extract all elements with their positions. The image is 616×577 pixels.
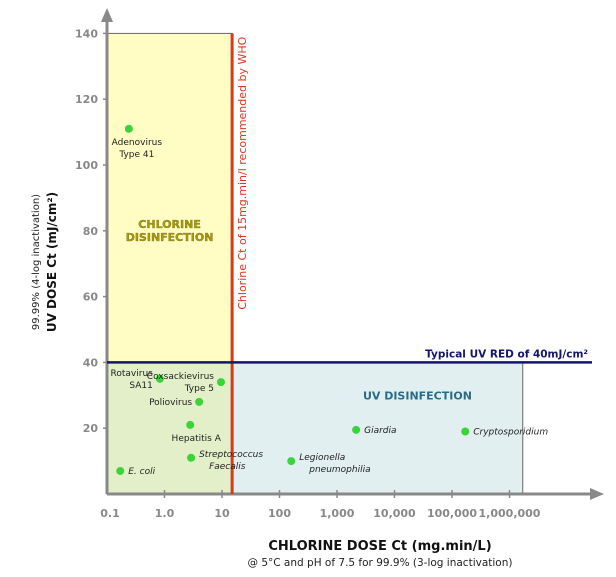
- uv-disinfection-label: UV DISINFECTION: [363, 389, 472, 402]
- y-axis-subtitle: 99.99% (4-log inactivation): [31, 194, 42, 330]
- x-tick-label: 1,000: [320, 507, 355, 520]
- data-point-label: Legionella pneumophilia: [299, 453, 370, 475]
- data-point-label: Rotavirus SA11: [111, 369, 154, 391]
- x-tick-label: 10: [214, 507, 230, 520]
- x-tick-label: 1,000,000: [479, 507, 541, 520]
- y-tick-label: 100: [75, 159, 98, 172]
- data-point-label: Coxsackievirus Type 5: [147, 372, 214, 394]
- data-point: [216, 378, 225, 387]
- y-axis-title: UV DOSE Ct (mJ/cm²): [45, 192, 59, 332]
- data-point-label: E. coli: [128, 467, 155, 477]
- uv-red-line-label: Typical UV RED of 40mJ/cm²: [425, 348, 588, 360]
- data-point-label: Streptococcus Faecalis: [199, 450, 263, 472]
- data-point-label: Giardia: [364, 426, 396, 436]
- region-1: [106, 361, 233, 495]
- x-axis-subtitle: @ 5°C and pH of 7.5 for 99.9% (3-log ina…: [248, 557, 513, 569]
- data-point: [461, 427, 470, 436]
- data-point: [287, 457, 296, 466]
- y-tick-label: 60: [83, 291, 99, 304]
- who-chlorine-line-label: Chlorine Ct of 15mg.min/l recommended by…: [236, 36, 249, 309]
- y-tick-label: 140: [75, 27, 98, 40]
- data-point: [155, 374, 164, 383]
- x-tick-label: 1.0: [155, 507, 175, 520]
- x-axis-title: CHLORINE DOSE Ct (mg.min/L): [268, 539, 491, 554]
- data-point-label: Adenovirus Type 41: [112, 138, 163, 160]
- data-point: [187, 453, 196, 462]
- data-point-label: Cryptosporidium: [473, 427, 548, 437]
- x-tick-label: 100,000: [427, 507, 477, 520]
- x-axis-arrow-icon: [590, 488, 604, 500]
- data-point: [116, 466, 125, 475]
- data-point: [186, 420, 195, 429]
- region-0: [106, 32, 233, 363]
- data-point-label: Poliovirus: [149, 398, 192, 408]
- x-tick-label: 0.1: [100, 507, 120, 520]
- data-point: [352, 425, 361, 434]
- y-tick-label: 80: [83, 225, 99, 238]
- y-tick-label: 40: [83, 356, 99, 369]
- x-tick-label: 100: [268, 507, 291, 520]
- y-axis-arrow-icon: [101, 8, 113, 22]
- y-tick-label: 20: [83, 422, 99, 435]
- x-tick-label: 10,000: [373, 507, 416, 520]
- data-point: [195, 397, 204, 406]
- data-point-label: Hepatitis A: [172, 434, 222, 444]
- data-point: [124, 124, 133, 133]
- chlorine-disinfection-label: CHLORINE DISINFECTION: [126, 218, 214, 244]
- y-tick-label: 120: [75, 93, 98, 106]
- region-2: [231, 361, 524, 495]
